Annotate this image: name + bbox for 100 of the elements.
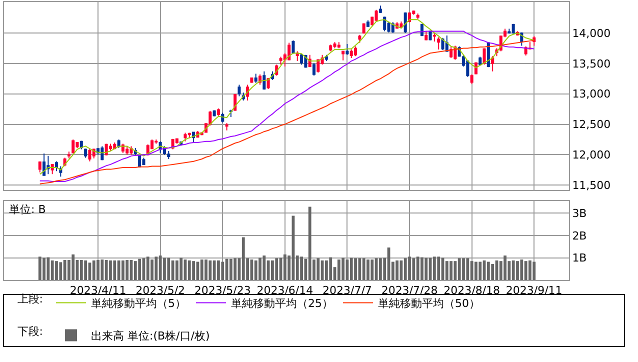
candlestick: [72, 139, 75, 154]
bar: [154, 256, 158, 280]
bar: [100, 260, 104, 280]
bar: [424, 258, 428, 280]
bar: [337, 260, 340, 280]
bar: [275, 258, 278, 280]
bar: [163, 258, 166, 280]
candlestick: [441, 37, 444, 51]
y-tick-label: 14,000: [572, 26, 611, 40]
bar: [150, 260, 154, 280]
bar: [221, 262, 224, 280]
candlestick: [404, 12, 407, 34]
candlestick: [84, 148, 88, 158]
candlestick: [184, 132, 187, 142]
bar: [42, 258, 46, 280]
bar: [126, 260, 129, 280]
candlestick: [212, 110, 216, 117]
candlestick: [416, 13, 420, 20]
bar: [121, 260, 124, 280]
bar: [466, 258, 470, 280]
bar: [208, 260, 212, 280]
bar: [113, 260, 116, 280]
bar: [350, 258, 353, 280]
x-tick-label: 2023/7/28: [381, 284, 438, 298]
bar: [146, 256, 150, 280]
candlestick: [387, 20, 390, 33]
candlestick: [126, 146, 129, 156]
bar: [396, 260, 399, 280]
candlestick: [250, 76, 254, 84]
candlestick: [366, 20, 370, 28]
x-tick-label: 2023/9/11: [506, 284, 562, 298]
bar: [72, 254, 75, 280]
bar: [229, 258, 232, 280]
candlestick: [482, 48, 486, 66]
bar: [80, 260, 83, 280]
y-tick-label: 12,000: [572, 148, 611, 162]
candlestick: [508, 28, 511, 34]
bar: [478, 262, 482, 280]
bar: [412, 258, 416, 280]
x-tick-label: 2023/4/11: [70, 284, 126, 298]
candlestick: [437, 36, 440, 50]
y-tick-label: 13,500: [572, 57, 611, 70]
y-tick-label: 11,500: [572, 178, 611, 192]
legend-label: 単純移動平均（50）: [378, 297, 480, 310]
candlestick: [316, 58, 320, 74]
candlestick: [279, 56, 282, 66]
bar: [308, 206, 312, 280]
bar: [50, 260, 54, 280]
candlestick: [225, 122, 228, 131]
bar: [59, 262, 62, 280]
y-tick-label: 3B: [572, 207, 587, 220]
candlestick: [383, 16, 386, 32]
candlestick: [100, 146, 104, 161]
candlestick: [532, 36, 536, 46]
bar: [320, 260, 324, 280]
bar: [504, 256, 506, 280]
bar: [528, 260, 532, 280]
bar: [254, 260, 258, 280]
bar: [63, 260, 66, 280]
candlestick: [391, 22, 394, 34]
candlestick: [292, 40, 295, 54]
candlestick: [337, 42, 340, 49]
candlestick: [354, 46, 358, 57]
candlestick: [38, 160, 42, 173]
bar: [104, 260, 108, 280]
candlestick: [450, 46, 453, 58]
bar: [358, 258, 362, 280]
bar: [234, 258, 237, 280]
candlestick: [254, 73, 258, 84]
bar: [316, 258, 320, 280]
bar: [158, 256, 162, 280]
candlestick: [329, 44, 332, 52]
bar: [416, 256, 420, 280]
legend-title: 下段:: [17, 325, 44, 338]
candlestick: [312, 62, 316, 76]
candlestick: [238, 84, 241, 97]
bar: [200, 260, 204, 280]
x-tick-label: 2023/8/18: [444, 284, 500, 298]
bar: [474, 262, 478, 280]
bar: [258, 258, 262, 280]
bar: [362, 258, 366, 280]
bar: [512, 260, 515, 280]
bar: [262, 256, 266, 280]
candlestick: [470, 74, 474, 85]
candlestick: [466, 60, 470, 78]
bar: [329, 257, 332, 280]
candlestick: [432, 32, 436, 42]
y-tick-label: 13,000: [572, 88, 611, 101]
x-tick-label: 2023/6/14: [256, 284, 314, 298]
candlestick: [358, 34, 362, 44]
candlestick: [88, 148, 92, 162]
candlestick: [262, 70, 266, 90]
candlestick: [67, 151, 70, 159]
bar: [55, 261, 58, 280]
bar: [325, 260, 328, 280]
candlestick: [362, 22, 366, 34]
bar: [250, 260, 254, 280]
bar: [450, 261, 452, 280]
bar: [374, 258, 378, 280]
candlestick: [346, 43, 349, 56]
